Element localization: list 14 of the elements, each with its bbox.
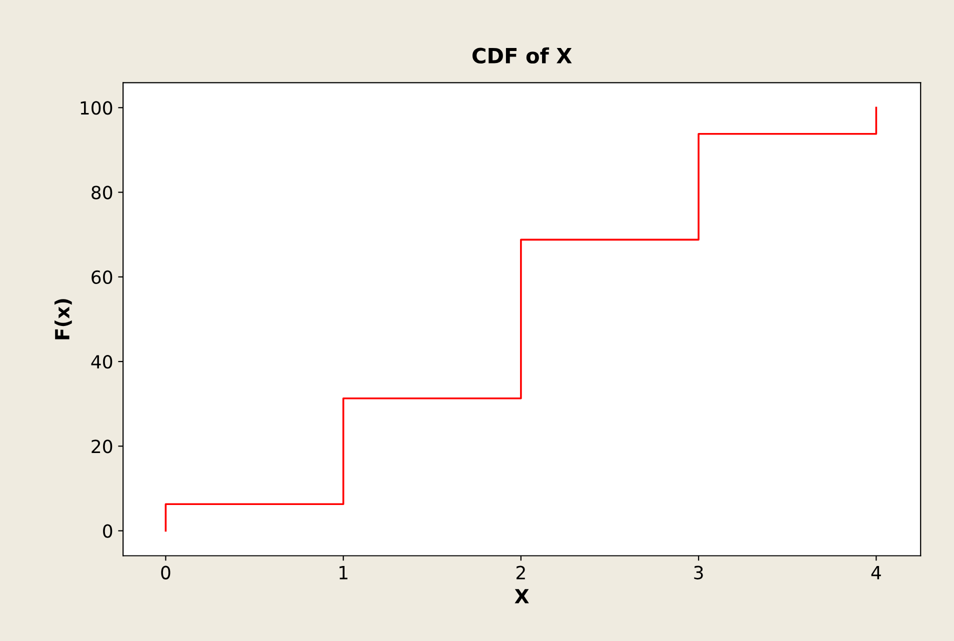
x-tick-label: 4 — [871, 566, 881, 580]
y-axis-title: F(x) — [54, 299, 72, 340]
x-tick-label: 1 — [340, 566, 348, 580]
x-axis-title: X — [514, 589, 529, 604]
x-tick-label: 2 — [516, 566, 525, 580]
x-tick-label: 0 — [161, 566, 170, 580]
y-tick-label: 0 — [103, 524, 112, 538]
y-tick-label: 100 — [80, 101, 112, 115]
x-tick-label: 3 — [694, 566, 703, 580]
y-tick-label: 80 — [92, 186, 112, 200]
y-tick-label: 20 — [92, 440, 112, 454]
y-tick-label: 40 — [91, 354, 112, 369]
y-tick-label: 60 — [92, 270, 112, 284]
chart-title: CDF of X — [472, 47, 572, 64]
